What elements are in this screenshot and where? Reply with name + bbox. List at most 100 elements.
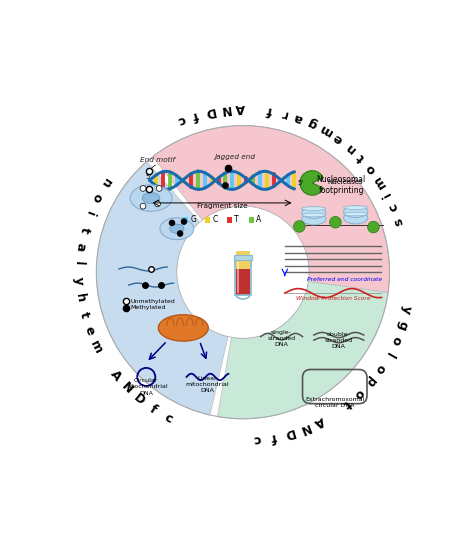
Text: N: N	[118, 380, 135, 397]
Ellipse shape	[160, 218, 194, 240]
Bar	[205, 217, 210, 223]
Circle shape	[169, 220, 175, 226]
Text: n: n	[97, 175, 113, 190]
Text: D: D	[204, 104, 216, 119]
Text: Circular
mitochondrial
DNA: Circular mitochondrial DNA	[125, 378, 168, 396]
Bar	[227, 217, 232, 223]
Text: t: t	[340, 397, 353, 411]
Text: a: a	[292, 110, 305, 125]
Text: g: g	[394, 319, 410, 331]
Circle shape	[156, 185, 162, 191]
Text: c: c	[386, 202, 401, 213]
Text: A: A	[312, 413, 327, 429]
Text: single-
stranded
DNA: single- stranded DNA	[267, 330, 296, 347]
Ellipse shape	[302, 213, 326, 217]
Text: o: o	[388, 334, 403, 347]
Ellipse shape	[170, 224, 184, 233]
Wedge shape	[96, 162, 228, 415]
Text: l: l	[382, 350, 395, 360]
Text: e: e	[82, 325, 97, 337]
Ellipse shape	[142, 192, 160, 204]
Text: D: D	[131, 392, 147, 408]
Wedge shape	[218, 281, 388, 419]
Text: G: G	[191, 215, 196, 224]
Text: o: o	[351, 385, 366, 401]
Text: Methylated: Methylated	[130, 305, 165, 310]
Circle shape	[140, 203, 146, 209]
Text: i: i	[82, 209, 96, 218]
Text: t: t	[77, 225, 91, 234]
Ellipse shape	[302, 213, 326, 225]
Bar	[236, 270, 250, 295]
Text: f: f	[147, 403, 159, 417]
Wedge shape	[153, 126, 390, 293]
Text: Window Protection Score: Window Protection Score	[296, 295, 371, 301]
Circle shape	[155, 201, 160, 207]
Text: y: y	[72, 277, 85, 285]
Bar	[236, 252, 250, 270]
Text: o: o	[89, 191, 104, 204]
Text: i: i	[381, 189, 394, 199]
Text: p: p	[362, 374, 378, 389]
Text: T: T	[234, 215, 239, 224]
Text: C: C	[212, 215, 218, 224]
Text: Extrachromosomal
circular DNA: Extrachromosomal circular DNA	[305, 397, 365, 408]
Ellipse shape	[344, 212, 368, 216]
Text: A: A	[235, 101, 245, 114]
Ellipse shape	[344, 206, 368, 210]
Text: m: m	[88, 338, 105, 356]
Text: o: o	[372, 362, 388, 376]
Text: N: N	[297, 420, 312, 436]
Text: l: l	[72, 261, 85, 266]
Text: 5': 5'	[146, 174, 152, 180]
Circle shape	[177, 231, 183, 237]
Text: Linear
mitochondrial
DNA: Linear mitochondrial DNA	[186, 376, 229, 393]
Text: D: D	[283, 425, 296, 441]
Text: t: t	[77, 310, 91, 319]
Text: h: h	[73, 293, 88, 303]
Bar	[237, 262, 239, 293]
Text: y: y	[399, 305, 413, 315]
Text: c: c	[162, 411, 174, 426]
Wedge shape	[300, 171, 323, 195]
Text: A: A	[107, 368, 123, 383]
Text: o: o	[363, 162, 379, 176]
Text: n: n	[342, 140, 357, 155]
Text: m: m	[371, 172, 389, 190]
Bar	[183, 217, 189, 223]
Ellipse shape	[344, 206, 368, 217]
Text: double-
stranded
DNA: double- stranded DNA	[325, 331, 353, 349]
Text: Unmethylated: Unmethylated	[130, 299, 175, 303]
Circle shape	[329, 217, 341, 228]
Circle shape	[368, 222, 379, 233]
Text: Fragment size: Fragment size	[197, 203, 247, 209]
Text: f: f	[266, 103, 273, 117]
Text: A: A	[256, 215, 261, 224]
Bar	[249, 217, 254, 223]
Text: a: a	[73, 241, 88, 252]
Circle shape	[293, 220, 305, 232]
Circle shape	[140, 185, 146, 191]
Text: f: f	[270, 430, 277, 444]
Ellipse shape	[344, 212, 368, 224]
Ellipse shape	[130, 185, 172, 211]
Text: 5': 5'	[297, 180, 303, 186]
Text: s: s	[392, 216, 407, 227]
Text: m: m	[317, 121, 335, 139]
Ellipse shape	[302, 207, 326, 218]
Bar	[235, 259, 251, 296]
Text: N: N	[219, 102, 231, 116]
Text: r: r	[280, 106, 289, 120]
Ellipse shape	[158, 315, 208, 341]
Circle shape	[177, 206, 309, 338]
Text: Nucleosomal
footprinting: Nucleosomal footprinting	[317, 175, 366, 195]
Text: f: f	[191, 108, 200, 122]
Text: Preferred end coordinate: Preferred end coordinate	[307, 277, 383, 282]
Text: End motif: End motif	[140, 157, 175, 163]
Text: e: e	[331, 130, 346, 146]
Ellipse shape	[302, 207, 326, 210]
Circle shape	[181, 219, 187, 225]
Text: t: t	[354, 151, 368, 164]
Bar	[234, 255, 252, 260]
Text: g: g	[306, 115, 319, 131]
